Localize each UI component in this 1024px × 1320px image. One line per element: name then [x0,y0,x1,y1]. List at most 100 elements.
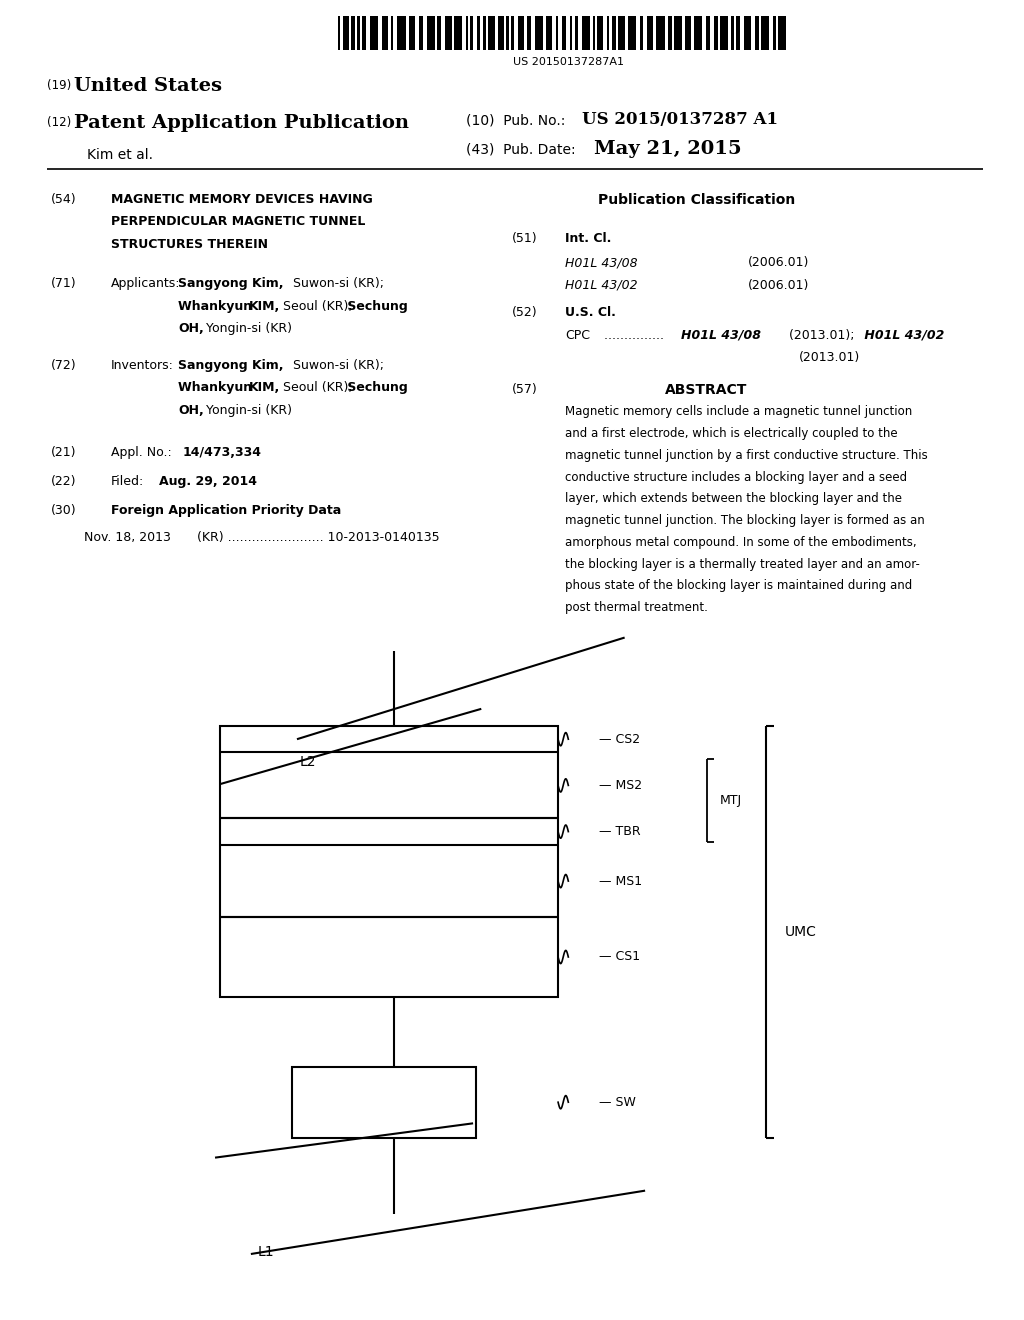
Text: Yongin-si (KR): Yongin-si (KR) [202,322,292,335]
Bar [370,16,378,50]
Text: (30): (30) [51,504,77,517]
Text: phous state of the blocking layer is maintained during and: phous state of the blocking layer is mai… [565,579,912,593]
Text: H01L 43/02: H01L 43/02 [565,279,638,292]
Bar [535,16,543,50]
Text: (71): (71) [51,277,77,290]
Text: layer, which extends between the blocking layer and the: layer, which extends between the blockin… [565,492,902,506]
Text: Yongin-si (KR): Yongin-si (KR) [202,404,292,417]
Bar [656,16,665,50]
Text: and a first electrode, which is electrically coupled to the: and a first electrode, which is electric… [565,428,898,440]
Text: H01L 43/02: H01L 43/02 [860,329,944,342]
Bar [437,16,441,50]
Text: United States: United States [74,77,222,95]
Bar [382,16,388,50]
Bar [292,1067,476,1138]
Bar [397,16,406,50]
Text: — SW: — SW [599,1096,636,1109]
Bar [694,16,702,50]
Text: Magnetic memory cells include a magnetic tunnel junction: Magnetic memory cells include a magnetic… [565,405,912,418]
Text: — CS2: — CS2 [599,733,640,746]
Bar [562,16,566,50]
Bar [498,16,504,50]
Bar [445,16,452,50]
Text: Whankyun: Whankyun [178,300,257,313]
Text: Sechung: Sechung [343,381,408,395]
Text: KIM,: KIM, [249,300,281,313]
Text: (21): (21) [51,446,77,459]
Text: Inventors:: Inventors: [111,359,173,372]
Bar [466,16,468,50]
Bar [419,16,423,50]
Text: (2006.01): (2006.01) [748,256,809,269]
Bar [628,16,636,50]
Bar [506,16,509,50]
Text: L1: L1 [258,1245,274,1259]
Text: (KR) ........................ 10-2013-0140135: (KR) ........................ 10-2013-01… [197,531,439,544]
Text: (43)  Pub. Date:: (43) Pub. Date: [466,143,575,157]
Bar [685,16,691,50]
Text: magnetic tunnel junction. The blocking layer is formed as an: magnetic tunnel junction. The blocking l… [565,513,925,527]
Text: post thermal treatment.: post thermal treatment. [565,602,709,614]
Text: Appl. No.:: Appl. No.: [111,446,171,459]
Bar [731,16,734,50]
Bar [338,16,340,50]
Text: May 21, 2015: May 21, 2015 [594,140,741,158]
Bar [597,16,603,50]
Text: — MS2: — MS2 [599,779,642,792]
Text: Foreign Application Priority Data: Foreign Application Priority Data [111,504,341,517]
Text: CPC: CPC [565,329,590,342]
Bar [527,16,531,50]
Text: Seoul (KR);: Seoul (KR); [279,381,352,395]
Text: Filed:: Filed: [111,475,143,488]
Text: Kim et al.: Kim et al. [87,148,153,162]
Text: Int. Cl.: Int. Cl. [565,232,611,246]
Bar [477,16,480,50]
Text: KIM,: KIM, [249,381,281,395]
Text: US 2015/0137287 A1: US 2015/0137287 A1 [582,111,777,128]
Text: ABSTRACT: ABSTRACT [666,383,748,397]
Text: U.S. Cl.: U.S. Cl. [565,306,616,319]
Bar [220,726,558,997]
Text: Applicants:: Applicants: [111,277,180,290]
Bar [720,16,728,50]
Text: — CS1: — CS1 [599,950,640,964]
Text: H01L 43/08: H01L 43/08 [681,329,761,342]
Bar [575,16,578,50]
Bar [362,16,366,50]
Bar [714,16,718,50]
Text: Aug. 29, 2014: Aug. 29, 2014 [159,475,257,488]
Bar [773,16,776,50]
Bar [778,16,786,50]
Text: Seoul (KR);: Seoul (KR); [279,300,352,313]
Text: (2013.01);: (2013.01); [785,329,855,342]
Bar [343,16,349,50]
Bar [607,16,609,50]
Text: MAGNETIC MEMORY DEVICES HAVING: MAGNETIC MEMORY DEVICES HAVING [111,193,373,206]
Bar [618,16,625,50]
Bar [668,16,672,50]
Text: conductive structure includes a blocking layer and a seed: conductive structure includes a blocking… [565,470,907,483]
Text: amorphous metal compound. In some of the embodiments,: amorphous metal compound. In some of the… [565,536,916,549]
Text: L2: L2 [300,755,316,770]
Text: OH,: OH, [178,404,204,417]
Text: (54): (54) [51,193,77,206]
Text: US 20150137287A1: US 20150137287A1 [513,57,624,67]
Text: magnetic tunnel junction by a first conductive structure. This: magnetic tunnel junction by a first cond… [565,449,928,462]
Text: STRUCTURES THEREIN: STRUCTURES THEREIN [111,238,267,251]
Bar [755,16,759,50]
Text: (2013.01): (2013.01) [799,351,860,364]
Bar [546,16,552,50]
Text: — TBR: — TBR [599,825,641,838]
Bar [640,16,643,50]
Text: 14/473,334: 14/473,334 [182,446,261,459]
Text: Sechung: Sechung [343,300,408,313]
Bar [483,16,486,50]
Text: Publication Classification: Publication Classification [598,193,795,207]
Bar [511,16,514,50]
Text: (57): (57) [512,383,538,396]
Bar [351,16,355,50]
Bar [427,16,435,50]
Text: Sangyong Kim,: Sangyong Kim, [178,277,284,290]
Text: Patent Application Publication: Patent Application Publication [74,114,409,132]
Text: (22): (22) [51,475,77,488]
